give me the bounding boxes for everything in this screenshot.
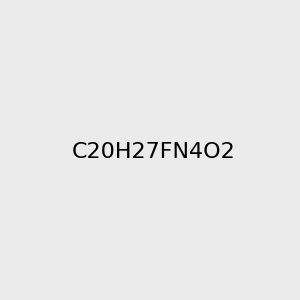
Text: C20H27FN4O2: C20H27FN4O2 <box>72 142 236 161</box>
